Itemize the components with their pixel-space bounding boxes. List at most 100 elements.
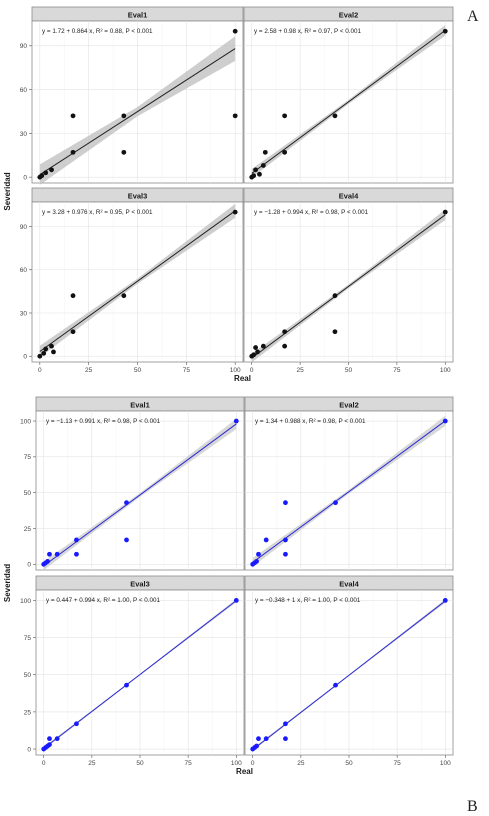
figure-b-plot: Eval1 y = −1.13 + 0.991 x, R² = 0.98, P <… [3,396,454,776]
data-point [254,559,259,564]
regression-line [251,29,446,174]
y-tick-label: 0 [23,354,27,361]
data-point [282,329,288,335]
regression-equation: y = 1.34 + 0.988 x, R² = 0.98, P < 0.001 [255,418,366,425]
y-tick-label: 0 [27,562,31,569]
data-point [283,500,288,506]
data-point [332,113,338,119]
data-point [54,551,60,557]
data-point [47,742,52,747]
data-point [124,500,129,506]
data-point [283,551,288,557]
regression-line [39,210,236,352]
data-point [70,329,76,335]
data-point [255,349,260,355]
data-point [282,149,288,155]
x-tick-label: 75 [185,760,193,767]
y-tick-label: 100 [20,598,31,605]
x-tick-label: 25 [85,367,93,374]
data-point [251,173,257,179]
data-point [442,418,448,424]
y-tick-label: 60 [20,87,28,94]
data-point [260,343,266,349]
data-point [49,167,54,173]
data-point [333,682,338,688]
y-tick-label: 60 [20,267,28,274]
x-tick-label: 100 [440,367,451,374]
data-point [442,209,448,215]
data-point [74,551,79,557]
regression-equation: y = 1.72 + 0.864 x, R² = 0.88, P < 0.001 [42,28,153,35]
data-point [121,293,127,299]
y-tick-label: 75 [24,635,32,642]
x-tick-label: 0 [42,760,46,767]
data-point [256,551,261,557]
figure-a-letter: A [467,8,479,25]
y-tick-label: 90 [20,43,28,50]
data-point [232,28,238,34]
data-point [283,537,288,543]
figure-b-letter: B [467,798,478,815]
x-tick-label: 0 [250,367,254,374]
y-tick-label: 75 [24,454,32,461]
data-point [49,343,54,349]
data-point [251,352,257,358]
y-tick-label: 0 [23,175,27,182]
y-tick-label: 30 [20,310,28,317]
panel-title: Eval3 [128,192,148,201]
y-axis-title: Severidad [3,172,12,210]
data-point [47,551,52,557]
regression-equation: y = 2.58 + 0.98 x, R² = 0.97, P < 0.001 [254,28,362,35]
x-axis-title: Real [234,374,251,383]
x-tick-label: 75 [393,367,401,374]
data-point [254,743,259,749]
panel-title: Eval2 [339,401,359,410]
y-tick-label: 30 [20,131,28,138]
regression-line [251,214,446,359]
data-point [256,736,261,742]
data-point [283,736,288,742]
y-tick-label: 50 [24,672,32,679]
data-point [262,149,268,155]
data-point [45,559,50,564]
data-point [70,293,76,299]
y-tick-label: 25 [24,526,32,533]
regression-equation: y = −1.28 + 0.994 x, R² = 0.98, P < 0.00… [254,209,369,216]
x-tick-label: 25 [297,367,305,374]
data-point [260,163,266,168]
panel-title: Eval2 [339,11,359,20]
data-point [43,346,49,352]
x-axis-title: Real [236,767,253,776]
x-tick-label: 75 [394,760,402,767]
data-point [121,149,127,155]
data-point [70,113,76,119]
figure-a: Eval1 y = 1.72 + 0.864 x, R² = 0.88, P < … [0,0,489,385]
data-point [232,113,238,119]
data-point [39,173,45,179]
x-tick-label: 50 [136,760,144,767]
data-point [41,350,47,356]
y-tick-label: 90 [20,224,28,231]
figure-b: Eval1 y = −1.13 + 0.991 x, R² = 0.98, P <… [0,395,489,815]
panel-title: Eval4 [339,580,359,589]
data-point [70,149,76,155]
data-point [233,418,239,424]
x-tick-label: 0 [38,367,42,374]
data-point [253,167,259,173]
data-point [282,113,288,119]
data-point [263,537,269,543]
confidence-band [39,36,236,185]
panel-title: Eval4 [339,192,359,201]
x-tick-label: 25 [88,760,96,767]
panel-title: Eval1 [128,11,148,20]
data-point [253,345,259,350]
x-tick-label: 100 [440,760,451,767]
data-point [37,353,43,359]
y-tick-label: 25 [24,709,32,716]
data-point [47,736,52,742]
x-tick-label: 0 [251,760,255,767]
regression-equation: y = 3.28 + 0.976 x, R² = 0.95, P < 0.001 [42,209,153,216]
figure-a-plot: Eval1 y = 1.72 + 0.864 x, R² = 0.88, P < … [3,6,454,383]
data-point [283,721,288,727]
x-tick-label: 75 [183,367,191,374]
